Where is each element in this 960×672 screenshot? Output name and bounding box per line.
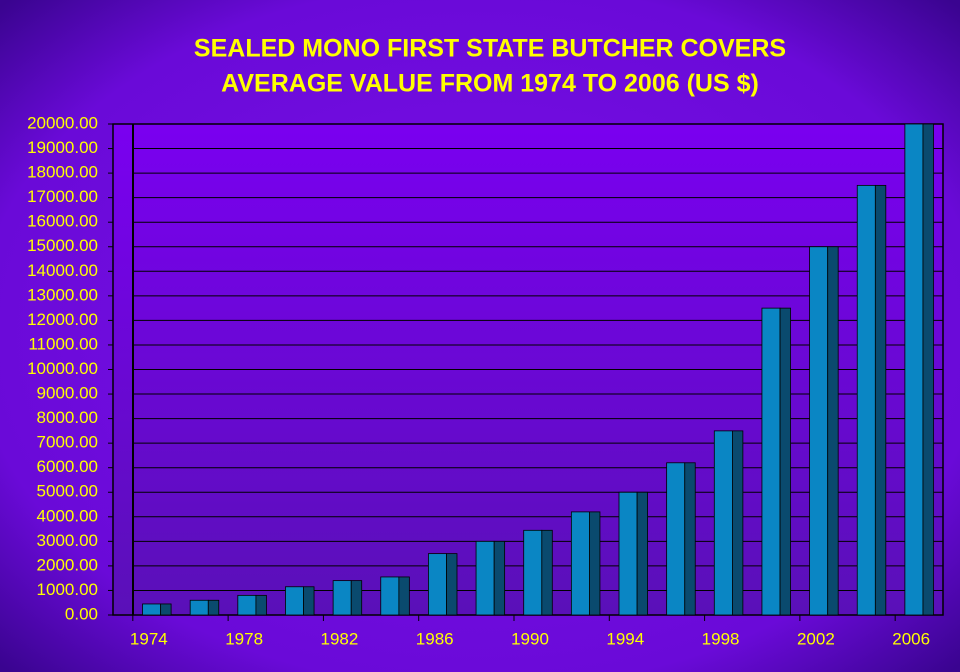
y-tick-label: 18000.00 [27,163,98,182]
bar [380,576,400,616]
y-tick-label: 17000.00 [27,187,98,206]
bar-side [684,462,696,616]
x-tick-label: 2002 [797,629,835,648]
chart-subtitle: AVERAGE VALUE FROM 1974 TO 2006 (US $) [221,70,759,98]
y-tick-label: 14000.00 [27,261,98,280]
bar-side [922,123,934,616]
bar-side [255,594,267,616]
y-tick-label: 0.00 [65,604,98,623]
bar [713,430,733,616]
bar [618,491,638,616]
y-tick-label: 8000.00 [37,408,98,427]
bar [904,123,924,616]
bar [332,580,352,616]
bar-side [779,307,791,616]
bar-side [446,553,458,616]
bar-side [303,586,315,616]
bar [189,599,209,616]
x-tick-label: 1990 [511,629,549,648]
bar-side [732,430,744,616]
bar [666,462,686,616]
chart-title: SEALED MONO FIRST STATE BUTCHER COVERS [194,35,786,63]
bar-side [541,529,553,616]
y-tick-label: 2000.00 [37,555,98,574]
y-tick-label: 6000.00 [37,457,98,476]
y-tick-label: 11000.00 [28,334,98,353]
y-tick-label: 7000.00 [37,433,98,452]
y-tick-label: 3000.00 [37,531,98,550]
x-tick-label: 2006 [892,629,930,648]
bar [523,529,543,616]
bar [856,184,876,616]
y-tick-label: 10000.00 [27,359,98,378]
y-tick-label: 16000.00 [27,212,98,231]
bar [428,553,447,616]
y-tick-label: 5000.00 [37,482,98,501]
bar [285,586,304,616]
x-tick-label: 1974 [130,629,168,648]
y-tick-label: 4000.00 [37,506,98,525]
bar-side [874,184,887,616]
x-tick-label: 1986 [416,629,454,648]
bar-side [160,603,172,616]
bar [761,307,781,616]
y-tick-label: 13000.00 [27,285,98,304]
bar [809,246,829,616]
x-tick-label: 1982 [320,629,358,648]
y-tick-label: 12000.00 [27,310,98,329]
bar-side [207,599,220,616]
bar [142,603,162,616]
x-tick-label: 1994 [606,629,644,648]
y-tick-label: 19000.00 [27,138,98,157]
bar-side [350,580,363,616]
x-tick-label: 1998 [702,629,740,648]
y-tick-label: 20000.00 [27,113,98,132]
x-tick-label: 1978 [225,629,263,648]
bar-side [493,540,506,616]
bar-side [827,246,839,616]
bar-side [589,511,601,616]
y-tick-label: 9000.00 [37,384,98,403]
y-tick-label: 15000.00 [27,236,98,255]
bar [570,511,590,616]
bar-side [398,576,410,616]
bar [475,540,495,616]
bar [237,594,257,616]
bar-side [636,491,648,616]
y-tick-label: 1000.00 [37,580,98,599]
